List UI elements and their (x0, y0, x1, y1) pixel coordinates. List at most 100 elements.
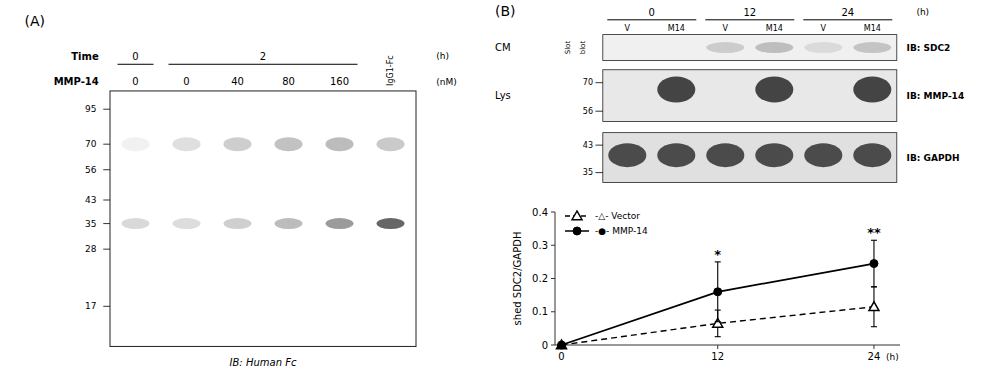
mw-tick (103, 223, 110, 224)
row-unit: (h) (436, 51, 449, 61)
band (657, 76, 695, 102)
y-tick (551, 245, 555, 246)
mw-label: 43 (583, 141, 593, 150)
y-tick-label: 0.1 (532, 306, 548, 317)
point (557, 340, 567, 349)
mw-tick (595, 172, 602, 173)
lane-label: IgG1-Fc (386, 55, 395, 86)
band (173, 137, 201, 151)
y-tick-label: 0.2 (532, 273, 548, 284)
time-bracket (705, 19, 794, 20)
error-cap (871, 286, 877, 287)
mw-tick (103, 306, 110, 307)
legend-label: -△- Vector (595, 211, 640, 221)
band (853, 42, 891, 53)
marks (557, 240, 879, 349)
band (275, 218, 303, 229)
mw-label: 70 (85, 139, 97, 149)
error-cap (871, 286, 877, 287)
mw-tick (103, 144, 110, 145)
y-label: shed SDC2/GAPDH (512, 232, 523, 326)
band (706, 76, 744, 102)
legend: -△- Vector -●- MMP-14 (565, 211, 648, 236)
time-unit: (h) (916, 7, 929, 17)
x-tick-label: 24 (868, 351, 881, 362)
legend-marker (573, 227, 581, 235)
band (853, 143, 891, 167)
band (804, 143, 842, 167)
panel-a: (A)Time(h)02MMP-14(nM)004080160IgG1-Fc95… (25, 13, 457, 368)
blot-name: IB: MMP-14 (907, 91, 965, 101)
point (870, 260, 878, 268)
legend-marker (572, 211, 582, 220)
band (122, 218, 150, 229)
mw-label: 70 (583, 78, 593, 87)
lane-value: 0 (132, 76, 138, 87)
x-axis (555, 345, 900, 346)
error-bar (871, 240, 877, 287)
x-tick (717, 345, 718, 349)
x-tick (873, 345, 874, 349)
band (326, 218, 354, 229)
x-tick-label: 0 (558, 351, 564, 362)
error-cap (715, 336, 721, 337)
panel-label: (A) (25, 13, 46, 29)
panel-b-graph: 01224(h)00.10.20.30.4shed SDC2/GAPDH***-… (512, 207, 901, 363)
lane-label: M14 (864, 24, 881, 33)
mw-label: 28 (85, 244, 97, 254)
lane-value: 160 (330, 76, 349, 87)
blot-box (603, 133, 897, 183)
row-unit: (nM) (436, 77, 457, 87)
legend-label: -●- MMP-14 (595, 226, 648, 236)
mw-tick (103, 249, 110, 250)
point (869, 302, 879, 311)
error-cap (871, 326, 877, 327)
y-tick (551, 311, 555, 312)
mw-label: 95 (85, 104, 96, 114)
y-tick (551, 212, 555, 213)
band (706, 143, 744, 167)
sample-label: CM (495, 42, 511, 53)
lane-value: 40 (231, 76, 244, 87)
method-label: blot (579, 41, 587, 55)
mw-tick (595, 145, 602, 146)
band (173, 218, 201, 229)
gel (110, 91, 416, 347)
y-tick-label: 0 (542, 340, 548, 351)
mw-label: 35 (85, 219, 96, 229)
lane-value: 0 (183, 76, 189, 87)
mw-tick (595, 111, 602, 112)
x-unit: (h) (886, 352, 899, 362)
band (275, 137, 303, 151)
time-label: 12 (743, 7, 756, 18)
y-tick-label: 0.3 (532, 240, 548, 251)
band (122, 137, 150, 151)
band (224, 218, 252, 229)
error-bar (715, 262, 721, 322)
mw-label: 56 (583, 107, 593, 116)
row-label: MMP-14 (54, 76, 99, 87)
band (608, 76, 646, 102)
mw-label: 35 (583, 168, 593, 177)
band (755, 143, 793, 167)
band (657, 143, 695, 167)
mw-tick (103, 169, 110, 170)
background (0, 0, 994, 377)
row-label: Time (71, 51, 99, 62)
blot-name: IB: SDC2 (907, 43, 951, 53)
x-tick-label: 12 (711, 351, 724, 362)
annotation: ** (867, 225, 881, 240)
time-label: 0 (649, 7, 655, 18)
mw-label: 17 (85, 301, 96, 311)
y-tick (551, 278, 555, 279)
time-bracket (607, 19, 696, 20)
lane-label: V (821, 24, 827, 33)
point (714, 288, 722, 296)
mw-label: 56 (85, 165, 97, 175)
mw-tick (103, 200, 110, 201)
annotation: * (714, 247, 721, 262)
y-tick-label: 0.4 (532, 207, 548, 218)
band (853, 76, 891, 102)
band (377, 218, 405, 229)
band (608, 143, 646, 167)
